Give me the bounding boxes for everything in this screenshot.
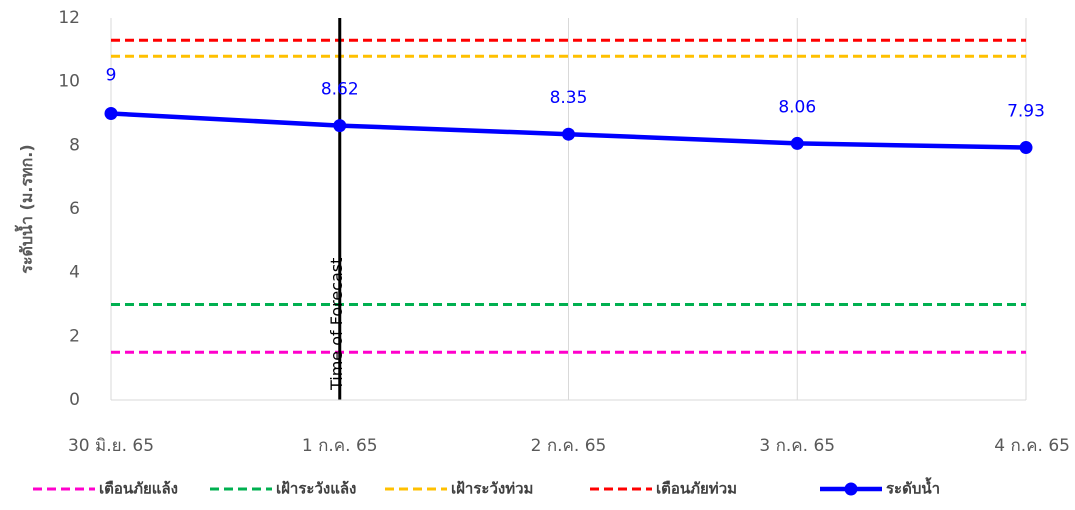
legend: เตือนภัยแล้ง เฝ้าระวังแล้ง เฝ้าระวังท่วม เต… [33, 477, 940, 498]
data-label-1: 8.62 [321, 80, 359, 100]
legend-label-เตือนภัยท่วม: เตือนภัยท่วม [656, 480, 737, 498]
data-label-4: 7.93 [1007, 102, 1045, 122]
y-tick-label-12: 12 [58, 8, 80, 28]
grid-layer [110, 18, 1027, 400]
forecast-label: Time of Forecast [327, 258, 346, 391]
y-tick-label-8: 8 [69, 135, 80, 155]
legend-label-เฝ้าระวังแล้ง: เฝ้าระวังแล้ง [276, 480, 356, 498]
y-tick-label-6: 6 [69, 199, 80, 219]
data-point-3 [790, 136, 804, 150]
series-layer [104, 107, 1033, 155]
data-point-0 [104, 107, 118, 120]
x-tick-label-4: 4 ก.ค. 65 [994, 436, 1070, 456]
y-tick-label-0: 0 [69, 390, 80, 410]
legend-marker-ระดับน้ำ [844, 482, 858, 496]
data-label-2: 8.35 [550, 88, 588, 108]
data-point-4 [1019, 141, 1033, 155]
x-tick-label-2: 2 ก.ค. 65 [531, 436, 607, 456]
legend-label-เตือนภัยแล้ง: เตือนภัยแล้ง [99, 480, 178, 498]
y-tick-label-10: 10 [58, 72, 80, 92]
data-labels: 9 8.62 8.35 8.06 7.93 [106, 66, 1045, 122]
y-axis-title: ระดับน้ำ (ม.รทก.) [14, 144, 36, 273]
time-of-forecast-marker: Time of Forecast [327, 18, 346, 400]
data-point-1 [333, 119, 347, 133]
x-tick-label-3: 3 ก.ค. 65 [759, 436, 835, 456]
axes: 0 2 4 6 8 10 12 30 มิ.ย. 65 1 ก.ค. 65 2 ก.ค. 65 3 … [14, 8, 1070, 456]
threshold-lines [111, 38, 1026, 354]
y-tick-label-4: 4 [69, 263, 80, 283]
x-tick-label-1: 1 ก.ค. 65 [302, 436, 378, 456]
data-point-2 [562, 127, 575, 141]
data-label-3: 8.06 [778, 97, 816, 117]
x-tick-label-0: 30 มิ.ย. 65 [68, 436, 154, 456]
data-label-0: 9 [106, 66, 117, 86]
legend-label-ระดับน้ำ: ระดับน้ำ [886, 477, 940, 498]
y-tick-label-2: 2 [69, 326, 80, 346]
legend-label-เฝ้าระวังท่วม: เฝ้าระวังท่วม [451, 480, 533, 498]
